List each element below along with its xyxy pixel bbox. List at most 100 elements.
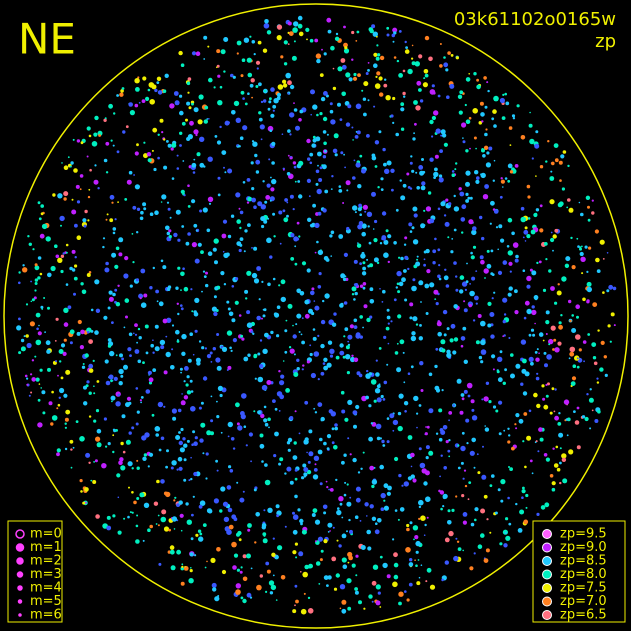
- star: [375, 584, 381, 590]
- star: [312, 203, 316, 208]
- star: [177, 266, 181, 270]
- star: [117, 284, 120, 287]
- star: [443, 214, 447, 217]
- star: [441, 389, 444, 392]
- star: [443, 466, 448, 470]
- star: [181, 351, 186, 356]
- star: [340, 390, 345, 395]
- star: [309, 352, 313, 357]
- star: [538, 332, 544, 337]
- star: [156, 76, 162, 82]
- star: [412, 478, 417, 483]
- star: [542, 339, 545, 342]
- star: [543, 404, 549, 410]
- star: [94, 330, 99, 335]
- star: [55, 360, 57, 363]
- star: [357, 224, 363, 230]
- star: [435, 128, 441, 134]
- star: [344, 417, 349, 422]
- star: [97, 187, 100, 190]
- star: [485, 548, 490, 553]
- star: [365, 395, 369, 400]
- star: [157, 133, 160, 136]
- star: [529, 268, 533, 272]
- star: [177, 238, 181, 242]
- star: [67, 305, 72, 310]
- star: [523, 412, 528, 416]
- star: [525, 506, 528, 509]
- star: [282, 360, 285, 362]
- star: [508, 522, 512, 526]
- star: [545, 383, 548, 386]
- star: [205, 283, 209, 288]
- star: [162, 265, 167, 270]
- star: [341, 91, 347, 97]
- star: [489, 222, 492, 225]
- star: [434, 167, 438, 172]
- star: [207, 508, 213, 514]
- star: [183, 478, 187, 482]
- star: [120, 441, 124, 446]
- star: [292, 511, 295, 515]
- star: [423, 250, 427, 254]
- star: [174, 496, 177, 499]
- star: [314, 305, 320, 311]
- star: [471, 276, 476, 281]
- star: [351, 30, 355, 35]
- star: [528, 409, 532, 413]
- star: [104, 117, 107, 120]
- star: [515, 363, 521, 369]
- star: [379, 555, 383, 559]
- star: [412, 137, 416, 141]
- star: [193, 441, 198, 447]
- star: [338, 189, 343, 193]
- star: [38, 383, 41, 385]
- star: [554, 415, 559, 421]
- star: [317, 285, 322, 289]
- star: [549, 176, 555, 181]
- star: [522, 391, 528, 396]
- star: [438, 264, 441, 267]
- star: [529, 138, 535, 145]
- star: [148, 377, 154, 383]
- star: [235, 192, 241, 198]
- star: [258, 111, 262, 115]
- star: [491, 354, 496, 359]
- star: [123, 326, 126, 329]
- star: [418, 165, 424, 170]
- star: [484, 184, 489, 189]
- star: [251, 96, 254, 99]
- star: [477, 314, 482, 318]
- star: [324, 293, 330, 299]
- star: [207, 196, 214, 202]
- star: [211, 582, 217, 588]
- star: [425, 312, 429, 315]
- star: [552, 234, 557, 239]
- star: [75, 184, 80, 189]
- star: [264, 422, 269, 427]
- star: [276, 35, 282, 41]
- star: [418, 517, 421, 521]
- star: [423, 481, 428, 486]
- star: [197, 152, 201, 156]
- star: [156, 81, 160, 84]
- star: [293, 40, 296, 43]
- star: [242, 598, 247, 604]
- star: [139, 297, 142, 300]
- star: [240, 596, 244, 600]
- star: [180, 581, 185, 586]
- star: [375, 600, 381, 606]
- zp-swatch: [542, 529, 552, 539]
- star: [91, 141, 98, 147]
- star: [460, 445, 466, 452]
- star: [481, 236, 485, 241]
- star: [373, 63, 378, 68]
- star: [327, 522, 333, 528]
- star: [149, 99, 155, 105]
- star: [480, 349, 487, 355]
- star: [456, 540, 460, 543]
- star: [286, 214, 289, 218]
- star: [317, 211, 322, 216]
- star: [434, 298, 437, 300]
- star: [491, 117, 495, 121]
